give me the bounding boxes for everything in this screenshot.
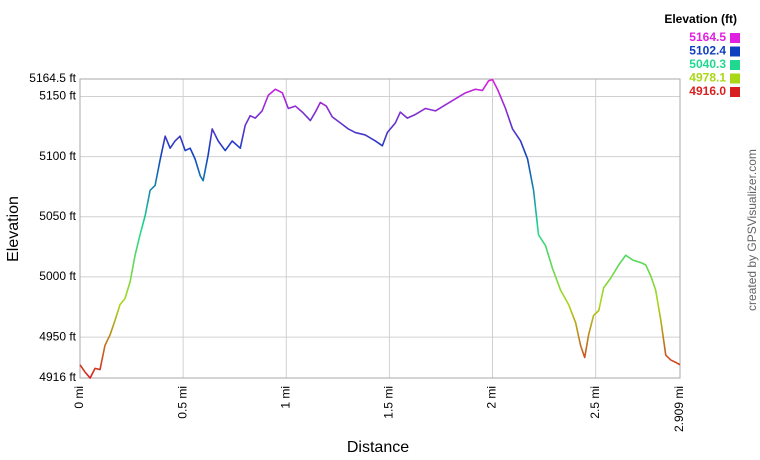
x-tick-label: 2.909 mi	[672, 386, 686, 432]
legend-swatch	[730, 60, 740, 70]
legend-swatch	[730, 73, 740, 84]
legend-label: 5040.3	[689, 57, 726, 71]
y-tick-label: 5000 ft	[39, 269, 76, 283]
x-tick-label: 0 mi	[72, 386, 86, 409]
y-tick-label: 5164.5 ft	[29, 71, 76, 85]
elevation-line	[79, 78, 681, 379]
legend-swatch	[730, 46, 740, 57]
x-axis-title: Distance	[347, 439, 409, 456]
legend-label: 5102.4	[689, 44, 726, 58]
y-tick-label: 5150 ft	[39, 89, 76, 103]
y-axis-title: Elevation	[5, 196, 22, 262]
x-tick-label: 2 mi	[485, 386, 499, 409]
legend-label: 4916.0	[689, 84, 726, 98]
x-tick-label: 1.5 mi	[382, 386, 396, 419]
x-tick-label: 1 mi	[278, 386, 292, 409]
legend-label: 5164.5	[689, 30, 726, 44]
plot-border	[79, 78, 681, 379]
x-tick-label: 0.5 mi	[175, 386, 189, 419]
y-tick-label: 5100 ft	[39, 149, 76, 163]
y-tick-label: 4950 ft	[39, 329, 76, 343]
legend-title: Elevation (ft)	[664, 12, 737, 26]
legend-label: 4978.1	[689, 71, 726, 85]
legend-swatch	[730, 33, 740, 43]
y-tick-label: 5050 ft	[39, 209, 76, 223]
y-tick-label: 4916 ft	[39, 370, 76, 384]
credit: created by GPSVisualizer.com	[745, 149, 759, 311]
x-tick-label: 2.5 mi	[588, 386, 602, 419]
legend-swatch	[730, 87, 740, 97]
